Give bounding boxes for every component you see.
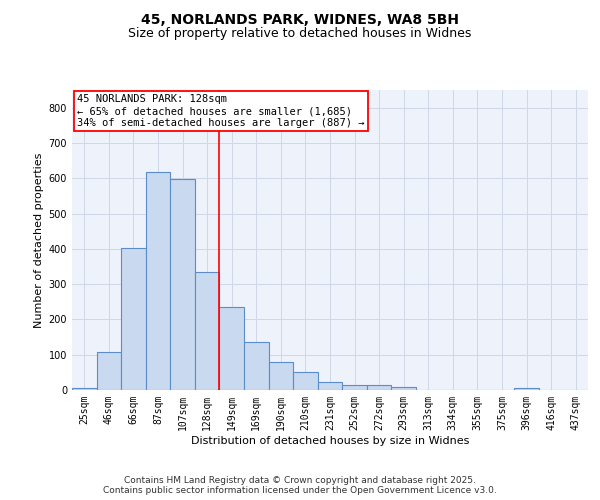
- Bar: [342, 386, 367, 390]
- Bar: [195, 272, 220, 390]
- Bar: [97, 352, 121, 390]
- Bar: [72, 388, 97, 390]
- X-axis label: Distribution of detached houses by size in Widnes: Distribution of detached houses by size …: [191, 436, 469, 446]
- Bar: [170, 180, 195, 390]
- Bar: [318, 382, 342, 390]
- Bar: [293, 372, 318, 390]
- Text: 45, NORLANDS PARK, WIDNES, WA8 5BH: 45, NORLANDS PARK, WIDNES, WA8 5BH: [141, 12, 459, 26]
- Bar: [244, 342, 269, 390]
- Bar: [220, 308, 244, 390]
- Text: Size of property relative to detached houses in Widnes: Size of property relative to detached ho…: [128, 28, 472, 40]
- Text: 45 NORLANDS PARK: 128sqm
← 65% of detached houses are smaller (1,685)
34% of sem: 45 NORLANDS PARK: 128sqm ← 65% of detach…: [77, 94, 365, 128]
- Bar: [121, 248, 146, 390]
- Y-axis label: Number of detached properties: Number of detached properties: [34, 152, 44, 328]
- Bar: [146, 172, 170, 390]
- Bar: [269, 362, 293, 390]
- Bar: [391, 387, 416, 390]
- Text: Contains HM Land Registry data © Crown copyright and database right 2025.
Contai: Contains HM Land Registry data © Crown c…: [103, 476, 497, 495]
- Bar: [367, 384, 391, 390]
- Bar: [514, 388, 539, 390]
